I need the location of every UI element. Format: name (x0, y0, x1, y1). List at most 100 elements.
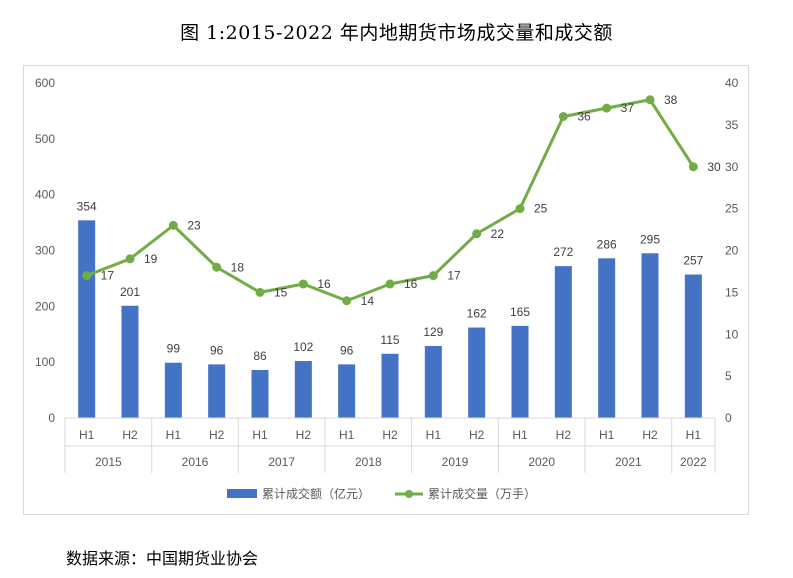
y-left-tick-label: 300 (35, 244, 55, 258)
bar (338, 364, 356, 418)
legend-bar-swatch (227, 489, 257, 498)
y-left-tick-label: 200 (35, 299, 55, 313)
line-data-label: 17 (447, 269, 461, 283)
x-tick-label: H2 (642, 428, 658, 442)
chart-title: 图 1:2015-2022 年内地期货市场成交量和成交额 (180, 22, 613, 44)
x-tick-label: H1 (512, 428, 528, 442)
x-tick-label: H1 (339, 428, 355, 442)
line-point (298, 279, 308, 289)
bar-data-label: 99 (167, 342, 181, 356)
line-point (515, 204, 525, 214)
bar (598, 258, 616, 418)
bar (208, 364, 226, 418)
legend-bar-label: 累计成交额（亿元） (262, 486, 370, 501)
bar (511, 325, 529, 418)
bar (78, 220, 96, 418)
x-tick-label: H1 (252, 428, 268, 442)
y-right-tick-label: 15 (725, 285, 739, 299)
line-data-label: 16 (317, 277, 331, 291)
line-point (125, 254, 135, 264)
line-data-label: 25 (534, 202, 548, 216)
x-tick-label: H2 (469, 428, 485, 442)
bar (381, 353, 399, 418)
x-tick-label: H2 (382, 428, 398, 442)
y-right-tick-label: 5 (725, 369, 732, 383)
bar-data-label: 96 (210, 343, 224, 357)
bar (251, 369, 269, 418)
line-data-label: 37 (621, 101, 635, 115)
x-tick-label: H1 (79, 428, 95, 442)
x-tick-label: H2 (296, 428, 312, 442)
line-point (428, 271, 438, 281)
bar-data-label: 129 (423, 325, 443, 339)
y-right-tick-label: 40 (725, 76, 739, 90)
data-source: 数据来源：中国期货业协会 (66, 549, 259, 568)
x-tick-label: H1 (599, 428, 615, 442)
line-point (385, 279, 395, 289)
line-data-label: 23 (187, 218, 201, 232)
x-tick-label: H1 (426, 428, 442, 442)
x-tick-label: H2 (122, 428, 138, 442)
line-point (82, 271, 92, 281)
x-group-label: 2022 (680, 455, 707, 469)
y-right-tick-label: 30 (725, 160, 739, 174)
y-right-tick-label: 35 (725, 118, 739, 132)
line-data-label: 36 (577, 110, 591, 124)
x-tick-label: H2 (209, 428, 225, 442)
bar-data-label: 96 (340, 343, 354, 357)
bar-data-label: 272 (553, 245, 573, 259)
line-point (255, 287, 265, 297)
bar-data-label: 286 (597, 237, 617, 251)
bar (641, 253, 659, 418)
legend-line-marker (405, 490, 413, 498)
y-left-tick-label: 600 (35, 76, 55, 90)
bar (424, 345, 442, 418)
bar-data-label: 165 (510, 305, 530, 319)
x-tick-label: H1 (686, 428, 702, 442)
line-data-label: 17 (101, 269, 115, 283)
x-group-label: 2016 (182, 455, 209, 469)
y-right-tick-label: 0 (725, 411, 732, 425)
y-right-tick-label: 10 (725, 327, 739, 341)
bar-data-label: 201 (120, 285, 140, 299)
line-point (472, 229, 482, 239)
bar-data-label: 295 (640, 232, 660, 246)
x-group-label: 2021 (615, 455, 642, 469)
bar (468, 327, 486, 418)
line-point (602, 103, 612, 113)
x-group-label: 2018 (355, 455, 382, 469)
line-data-label: 16 (404, 277, 418, 291)
line-point (212, 262, 222, 272)
bar (684, 274, 702, 418)
x-group-label: 2015 (95, 455, 122, 469)
x-tick-label: H2 (556, 428, 572, 442)
bar-data-label: 102 (293, 340, 313, 354)
bar (554, 266, 572, 418)
line-point (688, 162, 698, 172)
x-tick-label: H1 (166, 428, 182, 442)
y-left-tick-label: 400 (35, 188, 55, 202)
y-left-tick-label: 500 (35, 132, 55, 146)
y-right-tick-label: 20 (725, 244, 739, 258)
x-group-label: 2020 (528, 455, 555, 469)
chart-frame (23, 65, 749, 515)
y-left-tick-label: 0 (48, 411, 55, 425)
line-data-label: 15 (274, 285, 288, 299)
bar-data-label: 115 (380, 333, 399, 347)
bar-data-label: 162 (467, 307, 487, 321)
line-data-label: 14 (361, 294, 375, 308)
y-right-tick-label: 25 (725, 202, 739, 216)
y-left-tick-label: 100 (35, 355, 55, 369)
line-point (645, 95, 655, 105)
line-point (168, 220, 178, 230)
line-point (342, 296, 352, 306)
line-data-label: 30 (707, 160, 721, 174)
bar-data-label: 354 (77, 199, 97, 213)
bar-data-label: 257 (683, 254, 703, 268)
bar-data-label: 86 (253, 349, 267, 363)
x-group-label: 2019 (442, 455, 469, 469)
legend-line-label: 累计成交量（万手） (428, 486, 536, 501)
bar (164, 362, 182, 418)
line-data-label: 38 (664, 93, 678, 107)
